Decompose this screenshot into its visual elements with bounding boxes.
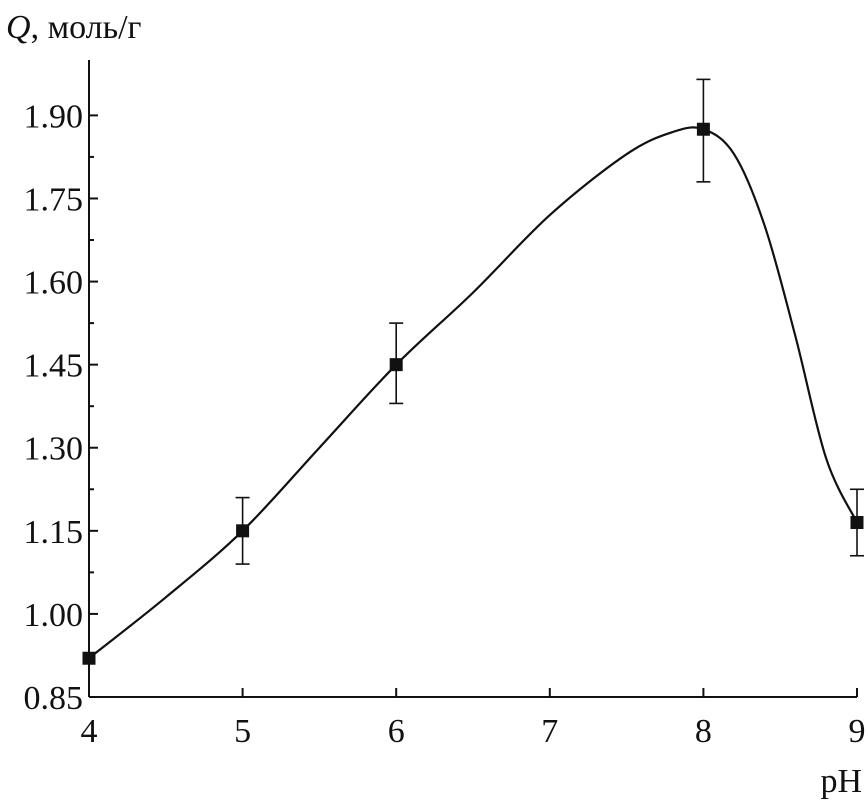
x-tick-label: 8 (695, 713, 712, 750)
data-point-marker (696, 122, 710, 136)
data-point-marker (236, 524, 250, 538)
y-tick-label: 1.15 (24, 514, 84, 551)
axes: 0.85 1.00 1.15 1.30 1.45 1.60 1.75 1.90 4 5 6 7 8 9 (24, 60, 866, 750)
x-tick-label: 9 (849, 713, 866, 750)
data-point-marker (850, 516, 864, 530)
x-tick-label: 6 (388, 713, 405, 750)
y-axis-title-symbol: Q (6, 9, 31, 46)
series-line (88, 126, 858, 660)
x-tick-label: 7 (541, 713, 558, 750)
data-point-marker (82, 651, 96, 665)
curve-layer (88, 126, 858, 660)
y-tick-label: 0.85 (24, 680, 84, 717)
data-point-marker (389, 358, 403, 372)
data-markers (82, 122, 864, 665)
y-tick-label: 1.90 (24, 98, 84, 135)
error-bars (235, 78, 864, 565)
y-tick-label: 1.60 (24, 265, 84, 302)
x-tick-label: 5 (234, 713, 251, 750)
x-tick-label: 4 (81, 713, 98, 750)
y-axis-title-unit: , моль/г (31, 9, 142, 46)
x-axis-title: pH (820, 763, 862, 800)
y-tick-label: 1.75 (24, 181, 84, 218)
y-axis-title: Q, моль/г (6, 9, 142, 46)
y-tick-label: 1.30 (24, 431, 84, 468)
y-tick-label: 1.00 (24, 597, 84, 634)
y-tick-label: 1.45 (24, 348, 84, 385)
